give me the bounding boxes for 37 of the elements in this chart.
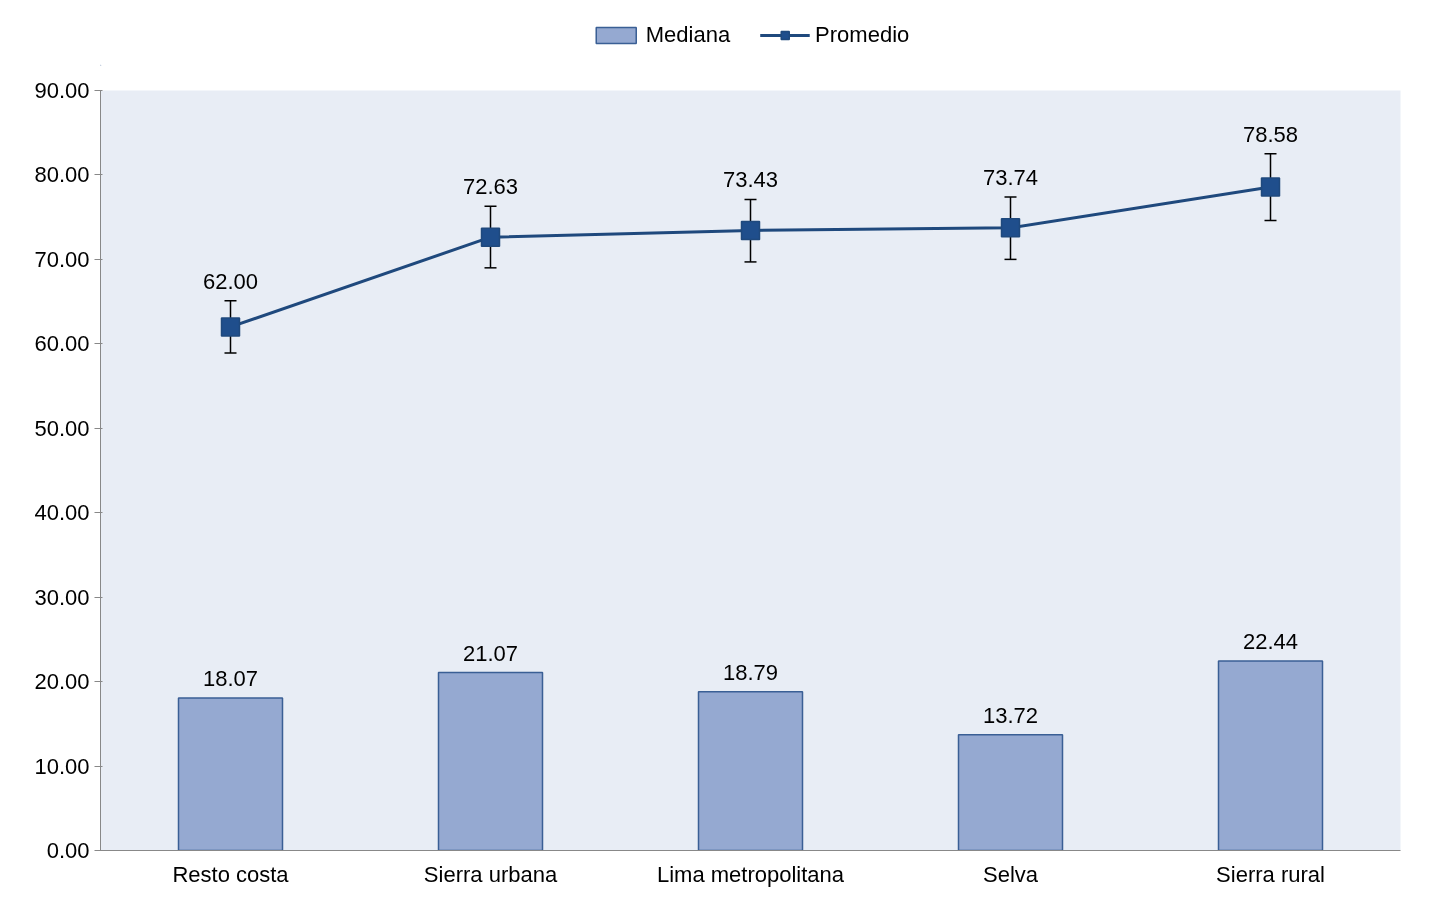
data-label: 18.79 — [722, 659, 779, 685]
bar — [437, 671, 544, 851]
point — [220, 317, 241, 337]
data-label: 73.74 — [982, 164, 1039, 190]
data-label: 62.00 — [202, 268, 259, 294]
x-tick-label: Lima metropolitana — [656, 861, 845, 887]
legend-label: Mediana — [645, 22, 731, 48]
y-tick-label: 90.00 — [34, 78, 90, 103]
legend-label: Promedio — [815, 22, 910, 48]
y-tick-label: 60.00 — [34, 331, 90, 357]
data-label: 78.58 — [1242, 121, 1299, 147]
y-tick-label: 80.00 — [34, 162, 90, 188]
y-tick-label: 70.00 — [34, 246, 90, 272]
data-label: 18.07 — [202, 665, 259, 691]
data-label: 73.43 — [722, 167, 779, 193]
data-label: 72.63 — [462, 174, 519, 200]
point — [1000, 218, 1021, 238]
y-tick-label: 10.00 — [34, 753, 90, 779]
bar — [697, 691, 804, 851]
bar — [957, 733, 1064, 851]
point — [740, 220, 761, 241]
y-tick-label: 50.00 — [34, 415, 90, 441]
x-tick-label: Sierra rural — [1216, 861, 1325, 887]
x-tick-label: Resto costa — [172, 861, 290, 887]
point — [480, 227, 501, 247]
x-tick-label: Selva — [982, 861, 1039, 887]
data-label: 13.72 — [982, 702, 1039, 728]
point — [1260, 177, 1281, 197]
x-tick-label: Sierra urbana — [423, 861, 558, 887]
data-label: 21.07 — [462, 640, 519, 666]
data-label: 22.44 — [1242, 629, 1299, 655]
bar — [1217, 660, 1324, 851]
y-tick-label: 30.00 — [34, 584, 90, 610]
y-tick-label: 0.00 — [46, 838, 90, 863]
bar — [177, 697, 284, 851]
y-tick-label: 40.00 — [34, 500, 90, 526]
y-tick-label: 20.00 — [34, 669, 90, 695]
